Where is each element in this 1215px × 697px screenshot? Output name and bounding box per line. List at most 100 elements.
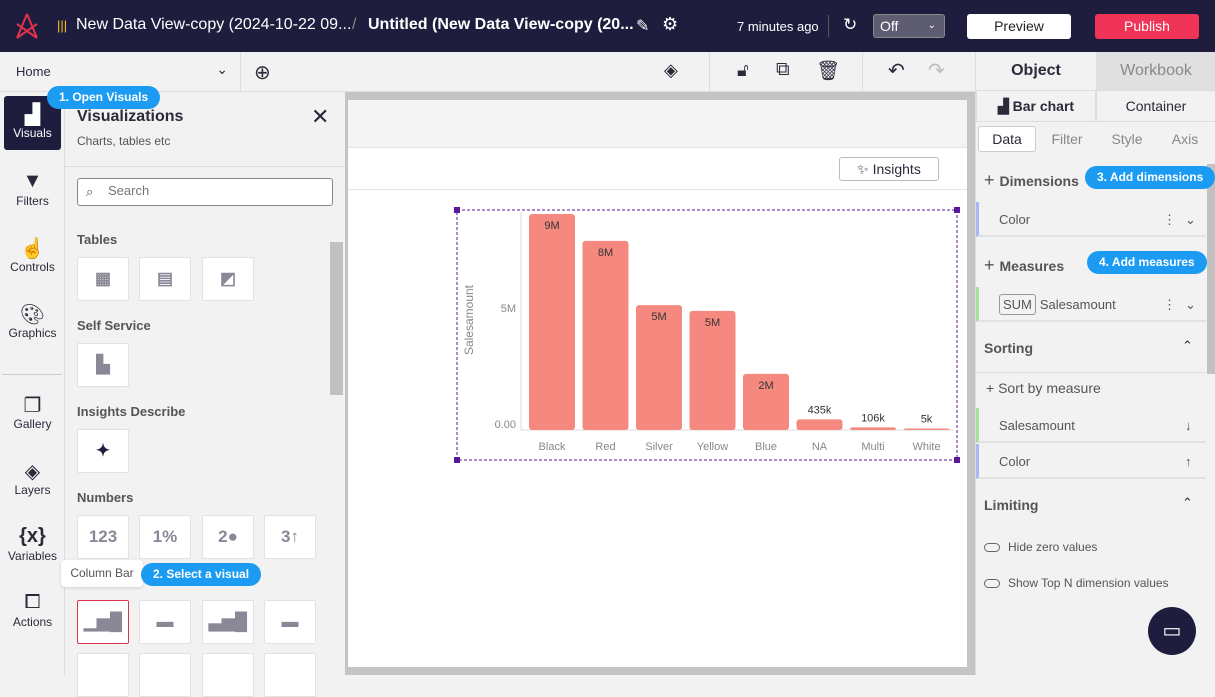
- x-tick-label: Blue: [755, 441, 777, 453]
- page-select-value: Home: [16, 64, 51, 79]
- data-label: 106k: [861, 412, 885, 424]
- data-label: 9M: [544, 220, 559, 232]
- source-breadcrumb[interactable]: New Data View-copy (2024-10-22 09...: [76, 16, 352, 33]
- number-trend-tile[interactable]: 3↑: [264, 515, 316, 559]
- rail-item-gallery[interactable]: ❐ Gallery: [4, 387, 61, 441]
- bar-yellow: [689, 310, 736, 430]
- chevron-down-icon[interactable]: ⌄: [1185, 297, 1196, 312]
- percent-tile[interactable]: 1%: [139, 515, 191, 559]
- saved-time: 7 minutes ago: [737, 19, 819, 34]
- tab-data[interactable]: Data: [978, 126, 1036, 152]
- page-select[interactable]: Home ⌄: [16, 61, 230, 79]
- more-icon[interactable]: ⋮: [1163, 297, 1176, 312]
- top-bar: ||| New Data View-copy (2024-10-22 09...…: [0, 0, 1215, 52]
- data-label: 435k: [808, 404, 832, 416]
- arrow-up-icon[interactable]: ↑: [1185, 454, 1192, 469]
- add-chart-icon: ▟: [24, 104, 41, 126]
- chevron-down-icon[interactable]: ⌄: [1185, 212, 1196, 227]
- rail-item-visuals[interactable]: ▟ Visuals: [4, 96, 61, 150]
- input-table-tile[interactable]: ◩: [202, 257, 254, 301]
- pivot-table-tile[interactable]: ▤: [139, 257, 191, 301]
- resize-handle[interactable]: [954, 207, 960, 213]
- tab-workbook[interactable]: Workbook: [1096, 52, 1215, 90]
- arrow-down-icon[interactable]: ↓: [1185, 418, 1192, 433]
- app-logo-icon[interactable]: [14, 12, 40, 40]
- redo-icon[interactable]: ↷: [928, 60, 945, 82]
- sort-item[interactable]: Color ↑: [976, 444, 1206, 479]
- tab-style[interactable]: Style: [1111, 131, 1143, 147]
- self-service-tile[interactable]: ▙: [77, 343, 129, 387]
- sparkle-tile[interactable]: ✦: [77, 429, 129, 473]
- settings-gear-icon[interactable]: ⚙: [662, 14, 679, 34]
- measure-field[interactable]: SUM Salesamount ⋮ ⌄: [976, 287, 1206, 322]
- tab-object[interactable]: Object: [1011, 62, 1061, 79]
- rail-label: Visuals: [13, 126, 52, 140]
- sort-by-measure-button[interactable]: + Sort by measure: [986, 380, 1101, 396]
- resize-handle[interactable]: [954, 457, 960, 463]
- properties-scrollbar[interactable]: [1207, 164, 1215, 374]
- add-measure-button[interactable]: + Measures: [984, 255, 1064, 276]
- chevron-down-icon: ⌄: [927, 20, 936, 31]
- resize-handle[interactable]: [454, 207, 460, 213]
- number-tile[interactable]: 123: [77, 515, 129, 559]
- search-input[interactable]: [108, 183, 318, 198]
- touch-icon: ☝: [20, 238, 45, 260]
- dimensions-heading: Dimensions: [999, 173, 1079, 189]
- chevron-up-icon[interactable]: ⌃: [1182, 495, 1193, 510]
- tab-label: Bar chart: [1012, 98, 1075, 114]
- resize-handle[interactable]: [454, 457, 460, 463]
- rail-item-variables[interactable]: {x} Variables: [4, 519, 61, 573]
- undo-icon[interactable]: ↶: [888, 60, 905, 82]
- rail-item-layers[interactable]: ◈ Layers: [4, 453, 61, 507]
- aggregation-badge[interactable]: SUM: [999, 294, 1036, 315]
- chevron-up-icon[interactable]: ⌃: [1182, 338, 1193, 353]
- preview-button[interactable]: Preview: [967, 14, 1071, 39]
- dimension-field[interactable]: Color ⋮ ⌄: [976, 202, 1206, 237]
- toggle-icon: [984, 543, 1000, 553]
- toggle-icon: [984, 579, 1000, 589]
- rail-label: Graphics: [8, 326, 57, 340]
- tab-bar-chart[interactable]: ▟ Bar chart: [976, 90, 1096, 122]
- x-tick-label: Silver: [645, 441, 673, 453]
- variables-icon: {x}: [19, 525, 46, 547]
- delete-icon[interactable]: 🗑︎: [816, 61, 841, 82]
- duplicate-icon[interactable]: ⧉: [776, 59, 790, 80]
- close-icon[interactable]: ✕: [311, 104, 330, 129]
- hide-zero-toggle[interactable]: Hide zero values: [984, 540, 1097, 554]
- tab-filter[interactable]: Filter: [1051, 131, 1083, 147]
- chat-button[interactable]: ▭: [1148, 607, 1196, 655]
- stacked-column-tile[interactable]: ▃▅█: [202, 600, 254, 644]
- search-icon: ⌕: [86, 184, 94, 199]
- tab-container[interactable]: Container: [1096, 90, 1215, 122]
- tab-axis[interactable]: Axis: [1171, 131, 1199, 147]
- refresh-icon[interactable]: ↻: [843, 15, 858, 34]
- publish-button[interactable]: Publish: [1095, 14, 1199, 39]
- edit-pencil-icon[interactable]: ✎: [636, 18, 650, 35]
- rail-item-controls[interactable]: ☝ Controls: [4, 230, 61, 284]
- table-tile[interactable]: ▦: [77, 257, 129, 301]
- bar-chart[interactable]: Salesamount 0.00 5M 9M Black 8M Red 5M Silver…: [0, 0, 1215, 675]
- add-page-icon[interactable]: ⊕: [254, 62, 271, 84]
- panel-scrollbar[interactable]: [330, 242, 343, 395]
- bar-chart-icon: ▟: [997, 98, 1013, 114]
- stacked-bar-tile[interactable]: ▬: [264, 600, 316, 644]
- add-dimension-button[interactable]: + Dimensions: [984, 170, 1079, 191]
- top-n-toggle[interactable]: Show Top N dimension values: [984, 576, 1169, 590]
- more-icon[interactable]: ⋮: [1163, 212, 1176, 227]
- insights-button[interactable]: ✨︎ Insights: [839, 157, 939, 181]
- rail-item-graphics[interactable]: 🎨︎ Graphics: [4, 296, 61, 350]
- x-tick-label: Yellow: [697, 441, 728, 453]
- layers-icon[interactable]: ◈: [664, 60, 678, 80]
- rail-item-filters[interactable]: ▼ Filters: [4, 164, 61, 218]
- workbook-title[interactable]: Untitled (New Data View-copy (20...: [368, 16, 634, 33]
- number-indicator-tile[interactable]: 2●: [202, 515, 254, 559]
- rail-label: Gallery: [13, 417, 52, 431]
- refresh-select[interactable]: Off ⌄: [873, 14, 945, 38]
- bar-tile[interactable]: ▬: [139, 600, 191, 644]
- sort-item[interactable]: Salesamount ↓: [976, 408, 1206, 443]
- rail-item-actions[interactable]: ⧠ Actions: [4, 585, 61, 639]
- measures-heading: Measures: [999, 258, 1065, 274]
- lock-icon[interactable]: 🔓︎: [737, 60, 749, 80]
- column-bar-tile[interactable]: ▁▅█: [77, 600, 129, 644]
- data-label: 8M: [598, 247, 613, 259]
